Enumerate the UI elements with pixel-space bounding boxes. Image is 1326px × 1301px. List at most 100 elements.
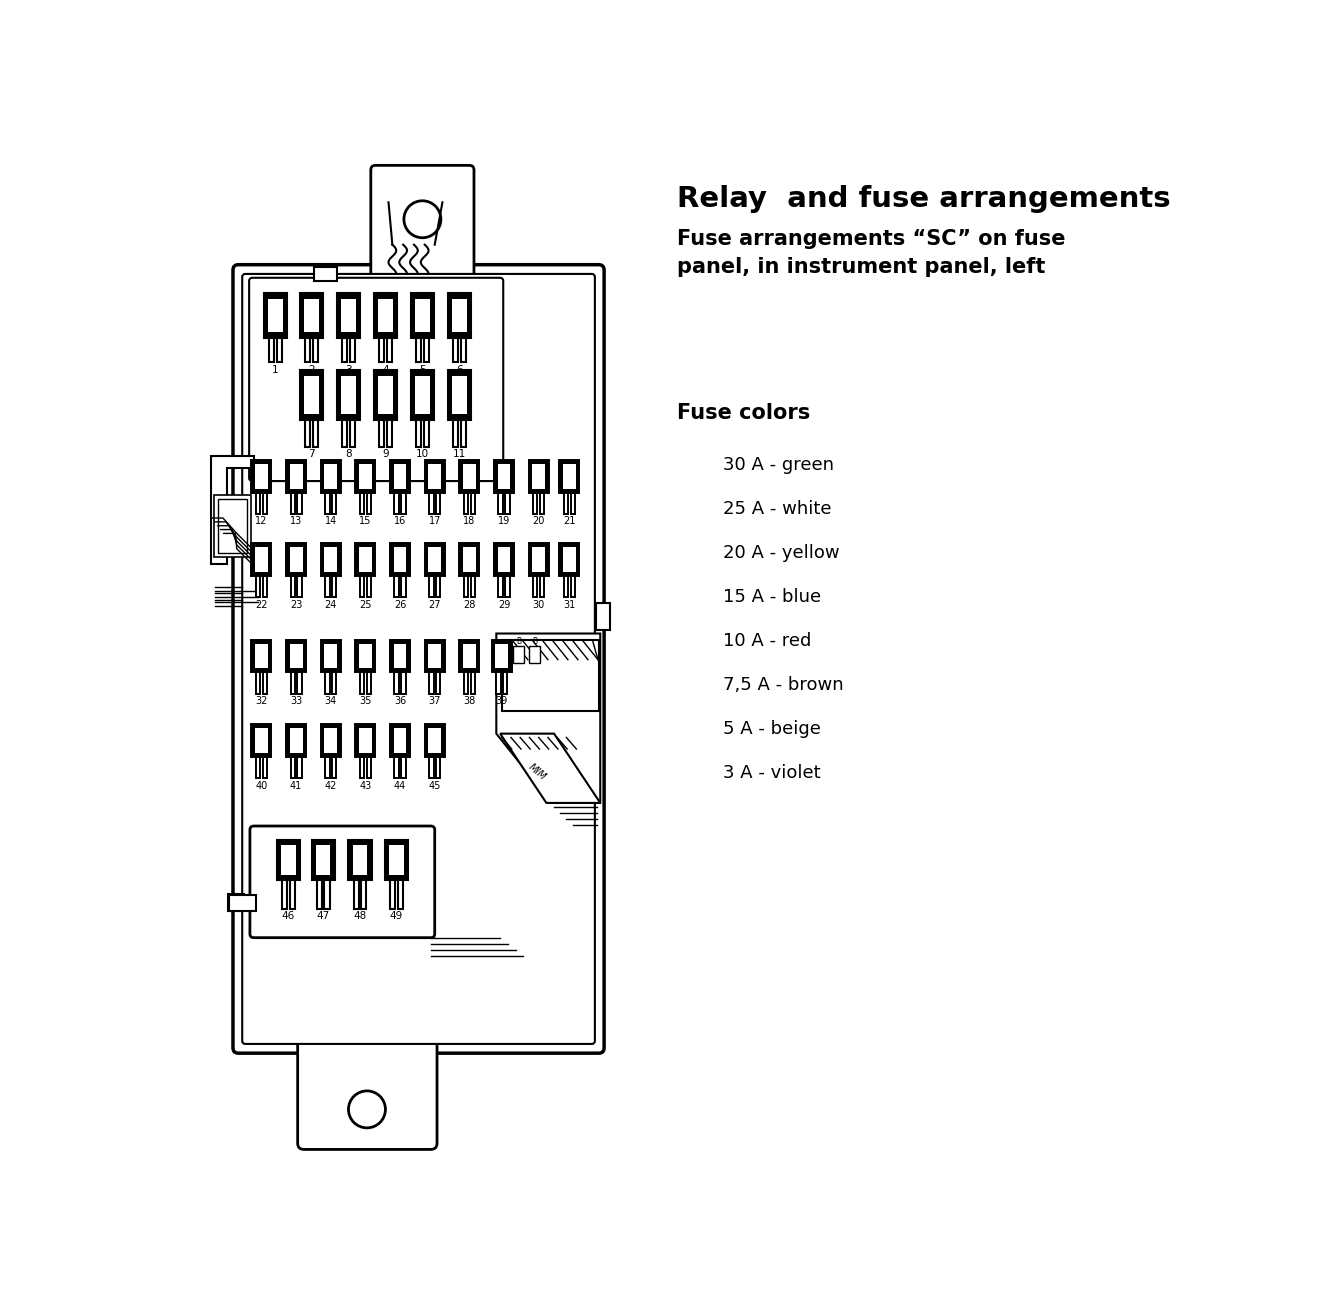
Bar: [321, 640, 341, 673]
Bar: [300, 371, 324, 420]
Text: 47: 47: [317, 912, 330, 921]
Text: 19: 19: [497, 516, 511, 527]
Text: 43: 43: [359, 781, 371, 791]
Bar: [424, 461, 444, 493]
Bar: [290, 673, 294, 693]
Bar: [495, 544, 514, 576]
Bar: [325, 576, 330, 597]
Bar: [564, 464, 575, 489]
Bar: [289, 644, 302, 669]
Bar: [252, 725, 272, 757]
Polygon shape: [500, 734, 601, 803]
Bar: [532, 464, 545, 489]
Bar: [570, 576, 575, 597]
Bar: [564, 493, 569, 514]
Bar: [269, 338, 274, 363]
Bar: [411, 293, 434, 338]
Text: 5: 5: [419, 364, 426, 375]
Text: 26: 26: [394, 600, 406, 610]
Text: 15: 15: [359, 516, 371, 527]
Text: 48: 48: [354, 912, 367, 921]
Bar: [325, 879, 330, 909]
Bar: [355, 725, 375, 757]
Text: 13: 13: [290, 516, 302, 527]
Bar: [229, 895, 256, 911]
FancyBboxPatch shape: [243, 275, 595, 1043]
Text: 29: 29: [497, 600, 511, 610]
Bar: [505, 576, 509, 597]
Text: 14: 14: [325, 516, 337, 527]
Text: 8: 8: [345, 449, 351, 459]
Text: 38: 38: [463, 696, 476, 706]
Bar: [533, 576, 537, 597]
Bar: [359, 729, 371, 753]
Text: 33: 33: [290, 696, 302, 706]
Bar: [337, 293, 361, 338]
Bar: [277, 338, 282, 363]
Bar: [256, 673, 260, 693]
Bar: [353, 844, 367, 876]
Bar: [366, 757, 371, 778]
Bar: [428, 729, 442, 753]
Text: 27: 27: [428, 600, 442, 610]
Bar: [460, 338, 465, 363]
Bar: [263, 757, 267, 778]
Bar: [597, 602, 610, 630]
Bar: [471, 673, 475, 693]
Bar: [464, 493, 468, 514]
Text: Fuse colors: Fuse colors: [678, 402, 810, 423]
Bar: [499, 576, 503, 597]
Bar: [497, 548, 511, 572]
Text: 21: 21: [564, 516, 575, 527]
Bar: [277, 840, 300, 879]
Bar: [264, 293, 286, 338]
Bar: [496, 644, 508, 669]
Text: 2: 2: [308, 364, 314, 375]
Bar: [359, 673, 365, 693]
Bar: [304, 298, 320, 333]
Text: 6: 6: [456, 364, 463, 375]
FancyBboxPatch shape: [297, 1039, 438, 1149]
Bar: [332, 493, 337, 514]
Bar: [387, 338, 392, 363]
Text: 32: 32: [256, 696, 268, 706]
Text: 31: 31: [564, 600, 575, 610]
Bar: [342, 338, 347, 363]
Bar: [460, 420, 465, 448]
Bar: [374, 293, 396, 338]
Circle shape: [404, 200, 440, 238]
Bar: [560, 461, 579, 493]
Bar: [374, 371, 396, 420]
Bar: [464, 673, 468, 693]
Bar: [499, 493, 503, 514]
Text: 36: 36: [394, 696, 406, 706]
Text: 10 A - red: 10 A - red: [724, 632, 812, 650]
Text: Fuse arrangements “SC” on fuse
panel, in instrument panel, left: Fuse arrangements “SC” on fuse panel, in…: [678, 229, 1066, 277]
Bar: [297, 673, 302, 693]
Bar: [564, 576, 569, 597]
Text: 46: 46: [282, 912, 296, 921]
Bar: [342, 420, 347, 448]
Bar: [428, 548, 442, 572]
Bar: [387, 420, 392, 448]
Bar: [402, 757, 406, 778]
Bar: [282, 879, 286, 909]
Bar: [394, 576, 399, 597]
Bar: [316, 844, 330, 876]
Text: 20: 20: [533, 516, 545, 527]
Text: 5 A - beige: 5 A - beige: [724, 719, 821, 738]
Text: 17: 17: [428, 516, 442, 527]
Text: 3 A - violet: 3 A - violet: [724, 764, 821, 782]
Bar: [355, 544, 375, 576]
Bar: [424, 640, 444, 673]
Bar: [394, 757, 399, 778]
Bar: [255, 464, 268, 489]
Text: 40: 40: [256, 781, 268, 791]
Bar: [349, 840, 371, 879]
Circle shape: [349, 1092, 386, 1128]
Text: 4: 4: [382, 364, 389, 375]
Bar: [430, 576, 434, 597]
Text: 28: 28: [463, 600, 476, 610]
Bar: [305, 420, 310, 448]
Bar: [564, 548, 575, 572]
